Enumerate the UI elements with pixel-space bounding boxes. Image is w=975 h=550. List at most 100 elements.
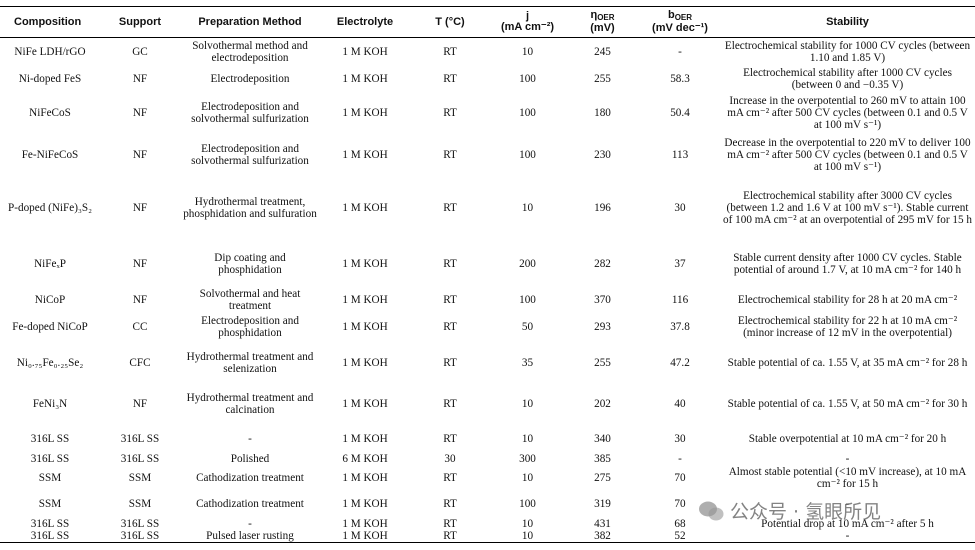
table-row: P-doped (NiFe)₃S₂ NF Hydrothermal treatmen… bbox=[0, 177, 975, 240]
header-cell: Support bbox=[100, 6, 180, 38]
table-cell: Increase in the overpotential to 260 mV … bbox=[727, 94, 968, 131]
header-text: Stability bbox=[826, 15, 869, 28]
watermark: 公众号 · 氢眼所见 bbox=[698, 497, 881, 524]
table-cell: 1 M KOH bbox=[342, 356, 388, 369]
table-cell: 200 bbox=[519, 257, 536, 270]
table-cell: Electrodeposition and phosphidation bbox=[201, 314, 299, 339]
header-cell: ηOER (mV) bbox=[565, 6, 640, 38]
table-row: Fe-NiFeCoS NF Electrodeposition and solvot… bbox=[0, 133, 975, 177]
table-row: 316L SS 316L SS Polished 6 M KOH 30 300 385 - - bbox=[0, 453, 975, 466]
table-cell: - bbox=[248, 517, 252, 530]
table-cell: RT bbox=[410, 529, 490, 543]
table-cell: RT bbox=[443, 257, 457, 270]
table-cell: 6 M KOH bbox=[342, 453, 388, 465]
table-cell: Dip coating and phosphidation bbox=[214, 251, 286, 276]
table-cell: 282 bbox=[594, 257, 611, 270]
header-row: Composition Support Preparation Method Elec… bbox=[0, 6, 975, 38]
table-cell: 245 bbox=[594, 45, 611, 58]
header-text: Support bbox=[118, 15, 162, 28]
table-cell: 385 bbox=[594, 453, 611, 465]
table-cell: NF bbox=[132, 148, 148, 161]
table-cell: 196 bbox=[594, 202, 611, 214]
table-cell: Solvothermal method and electrodepositio… bbox=[192, 39, 308, 64]
table-row: NiFe LDH/rGO GC Solvothermal method and el… bbox=[0, 38, 975, 66]
table-cell: 1 M KOH bbox=[342, 257, 388, 270]
table-cell: GC bbox=[132, 45, 148, 58]
table-cell: 116 bbox=[671, 293, 689, 306]
table-cell: 319 bbox=[594, 497, 611, 510]
table-cell: 10 bbox=[490, 529, 565, 543]
table-cell: NF bbox=[132, 293, 148, 306]
table-cell: Stable overpotential at 10 mA cm⁻² for 2… bbox=[748, 432, 947, 445]
table-cell: 10 bbox=[521, 471, 534, 484]
table-cell: - bbox=[720, 529, 975, 543]
table-cell: 1 M KOH bbox=[320, 529, 410, 543]
table-cell: 316L SS bbox=[120, 453, 160, 465]
table-cell: 340 bbox=[594, 432, 611, 445]
table-cell: 1 M KOH bbox=[342, 45, 388, 58]
table-cell: Stable current density after 1000 CV cyc… bbox=[733, 251, 962, 276]
table-cell: 255 bbox=[594, 356, 611, 369]
table-cell: Pulsed laser rusting bbox=[180, 529, 320, 543]
table-cell: Polished bbox=[230, 453, 270, 465]
table-row: NiCoP NF Solvothermal and heat treatment 1 … bbox=[0, 288, 975, 312]
table-cell: Potential drop at 10 mA cm⁻² after 5 h bbox=[761, 517, 934, 530]
header-cell: j (mA cm⁻²) bbox=[490, 6, 565, 38]
table-cell: SSM bbox=[128, 497, 152, 510]
table-row: Ni₀.₇₅Fe₀.₂₅Se₂ CFC Hydrothermal treatment… bbox=[0, 342, 975, 384]
table-cell: Hydrothermal treatment, phosphidation an… bbox=[183, 196, 317, 220]
table-cell: Electrochemical stability for 22 h at 10… bbox=[737, 314, 958, 339]
table-cell: 50.4 bbox=[670, 106, 690, 119]
table-cell: Fe-NiFeCoS bbox=[21, 148, 79, 161]
table-cell: 300 bbox=[519, 453, 536, 465]
table-cell: Hydrothermal treatment and calcination bbox=[186, 392, 314, 416]
table-cell: 1 M KOH bbox=[342, 432, 388, 445]
table-cell: 10 bbox=[521, 202, 534, 214]
table-cell: Hydrothermal treatment and selenization bbox=[186, 350, 314, 375]
table-cell: RT bbox=[443, 320, 457, 333]
table-cell: RT bbox=[443, 202, 457, 214]
table-cell: 230 bbox=[594, 148, 611, 161]
table-cell: Stable potential of ca. 1.55 V, at 35 mA… bbox=[727, 356, 968, 369]
table-cell: 1 M KOH bbox=[342, 320, 388, 333]
table-cell: FeNi₃N bbox=[32, 398, 68, 410]
table-cell: NF bbox=[132, 73, 148, 85]
table-cell: 37.8 bbox=[670, 320, 690, 333]
table-body: NiFe LDH/rGO GC Solvothermal method and el… bbox=[0, 38, 975, 543]
header-unit: (mV dec⁻¹) bbox=[652, 22, 708, 34]
table-cell: 1 M KOH bbox=[342, 148, 388, 161]
table-cell: CFC bbox=[129, 356, 151, 369]
table-cell: 68 bbox=[674, 517, 686, 530]
table-cell: 100 bbox=[519, 148, 536, 161]
table-cell: Stable potential of ca. 1.55 V, at 50 mA… bbox=[727, 398, 968, 410]
table-row: Fe-doped NiCoP CC Electrodeposition and ph… bbox=[0, 312, 975, 342]
table-cell: RT bbox=[443, 148, 457, 161]
table-cell: RT bbox=[443, 73, 457, 85]
table-row: 316L SS 316L SS - 1 M KOH RT 10 431 68 Potential… bbox=[0, 518, 975, 530]
watermark-text: 公众号 · 氢眼所见 bbox=[730, 501, 882, 523]
table-cell: 30 bbox=[444, 453, 456, 465]
table-cell: 316L SS bbox=[100, 529, 180, 543]
table-cell: 255 bbox=[594, 73, 611, 85]
table-cell: 35 bbox=[521, 356, 534, 369]
table-row: FeNi₃N NF Hydrothermal treatment and calci… bbox=[0, 384, 975, 425]
table-cell: 1 M KOH bbox=[342, 398, 388, 410]
header-subscript: OER bbox=[597, 13, 615, 22]
table-cell: RT bbox=[443, 432, 457, 445]
table-cell: Ni-doped FeS bbox=[18, 73, 82, 85]
table-cell: 1 M KOH bbox=[342, 517, 388, 530]
table-cell: 30 bbox=[674, 202, 686, 214]
table-cell: 70 bbox=[674, 471, 686, 484]
table-cell: 70 bbox=[674, 497, 686, 510]
table-cell: 113 bbox=[671, 148, 689, 161]
table-cell: 316L SS bbox=[30, 517, 70, 530]
header-subscript: OER bbox=[674, 13, 693, 22]
table-cell: 275 bbox=[594, 471, 611, 484]
table-cell: NiFe LDH/rGO bbox=[14, 45, 86, 58]
table-cell: Decrease in the overpotential to 220 mV … bbox=[724, 136, 971, 173]
table-cell: NF bbox=[132, 202, 148, 214]
table-row: 316L SS 316L SS Pulsed laser rusting 1 M KO… bbox=[0, 529, 975, 543]
table-cell: 10 bbox=[521, 45, 534, 58]
table-cell: 316L SS bbox=[0, 529, 100, 543]
header-unit: (mV) bbox=[590, 22, 615, 34]
